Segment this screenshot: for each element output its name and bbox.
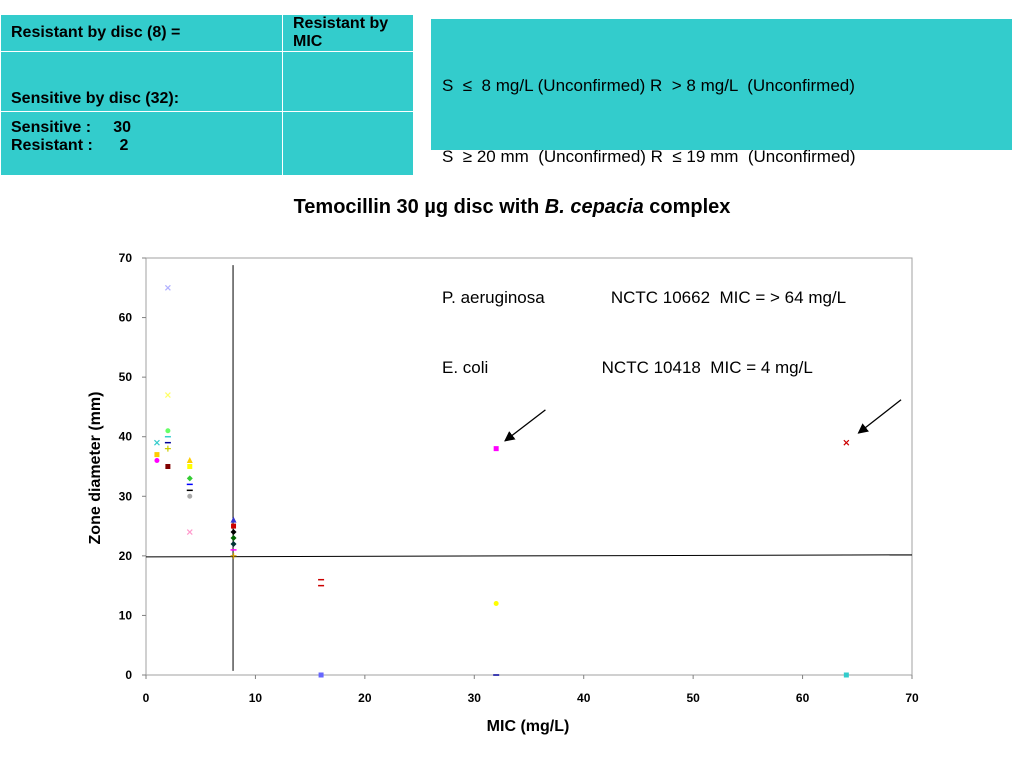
y-tick-label: 40: [119, 430, 133, 444]
y-tick-label: 10: [119, 608, 133, 622]
data-point: [843, 439, 850, 446]
table-row3-right: [282, 111, 414, 176]
resistant-count: Resistant : 2: [11, 137, 129, 154]
data-point: [164, 284, 171, 291]
zone-breakpoint-line: [145, 554, 913, 558]
breakpoints-box: S ≤ 8 mg/L (Unconfirmed) R > 8 mg/L (Unc…: [431, 19, 1012, 377]
data-point: [154, 458, 160, 464]
data-point: [493, 446, 499, 452]
data-point: [165, 464, 171, 469]
data-point: [843, 672, 849, 678]
x-axis-label: MIC (mg/L): [486, 718, 570, 735]
data-point: [318, 672, 324, 678]
data-point: [230, 529, 237, 536]
chart-title-suffix: complex: [643, 196, 731, 218]
data-point: [230, 534, 237, 541]
chart-title-species: B. cepacia: [544, 196, 644, 218]
y-tick-label: 70: [119, 251, 133, 265]
x-tick-label: 40: [577, 691, 591, 705]
breakpoint-line: S ≤ 8 mg/L (Unconfirmed) R > 8 mg/L (Unc…: [442, 76, 855, 95]
data-point: [187, 493, 193, 499]
data-point: [186, 457, 193, 464]
table-row2-right: [282, 51, 414, 112]
control-strain-line: E. coli NCTC 10418 MIC = 4 mg/L: [442, 358, 813, 377]
control-strain-line: P. aeruginosa NCTC 10662 MIC = > 64 mg/L: [442, 287, 847, 307]
data-point: [154, 452, 160, 458]
y-tick-label: 0: [125, 668, 132, 682]
y-tick-label: 20: [119, 549, 133, 563]
x-tick-label: 70: [905, 691, 919, 705]
data-point: [230, 552, 237, 559]
annotation-arrow: [857, 399, 902, 434]
y-tick-label: 30: [119, 489, 133, 503]
data-point: [164, 445, 171, 452]
x-tick-label: 20: [358, 691, 372, 705]
data-point: [230, 540, 237, 547]
x-tick-label: 50: [686, 691, 700, 705]
y-tick-label: 60: [119, 311, 133, 325]
x-tick-label: 0: [143, 691, 150, 705]
table-row3-left: Sensitive : 30 Resistant : 2: [0, 111, 283, 176]
data-point: [493, 601, 499, 607]
x-tick-label: 30: [468, 691, 482, 705]
table-row1-right: Resistant by MIC: [282, 14, 414, 52]
data-point: [231, 523, 237, 529]
data-point: [165, 428, 171, 434]
table-row1-left: Resistant by disc (8) =: [0, 14, 283, 52]
x-tick-label: 10: [249, 691, 263, 705]
x-tick-label: 60: [796, 691, 810, 705]
y-tick-label: 50: [119, 370, 133, 384]
data-point: [187, 464, 193, 469]
breakpoint-line: S ≥ 20 mm (Unconfirmed) R ≤ 19 mm (Uncon…: [442, 146, 856, 166]
data-point: [154, 439, 160, 446]
sensitive-count: Sensitive : 30: [11, 119, 132, 136]
disc-vs-mic-table: Resistant by disc (8) = Resistant by MIC…: [0, 14, 414, 176]
data-point: [164, 392, 171, 398]
data-point: [230, 516, 237, 523]
annotation-arrow: [504, 409, 546, 442]
chart-title: Temocillin 30 µg disc with B. cepacia co…: [0, 196, 1024, 219]
data-point: [186, 529, 193, 535]
chart-title-text: Temocillin 30 µg disc with: [293, 196, 545, 218]
data-point: [186, 475, 193, 482]
plot-area: [145, 257, 913, 676]
y-axis-label-text: Zone diameter (mm): [87, 391, 104, 545]
